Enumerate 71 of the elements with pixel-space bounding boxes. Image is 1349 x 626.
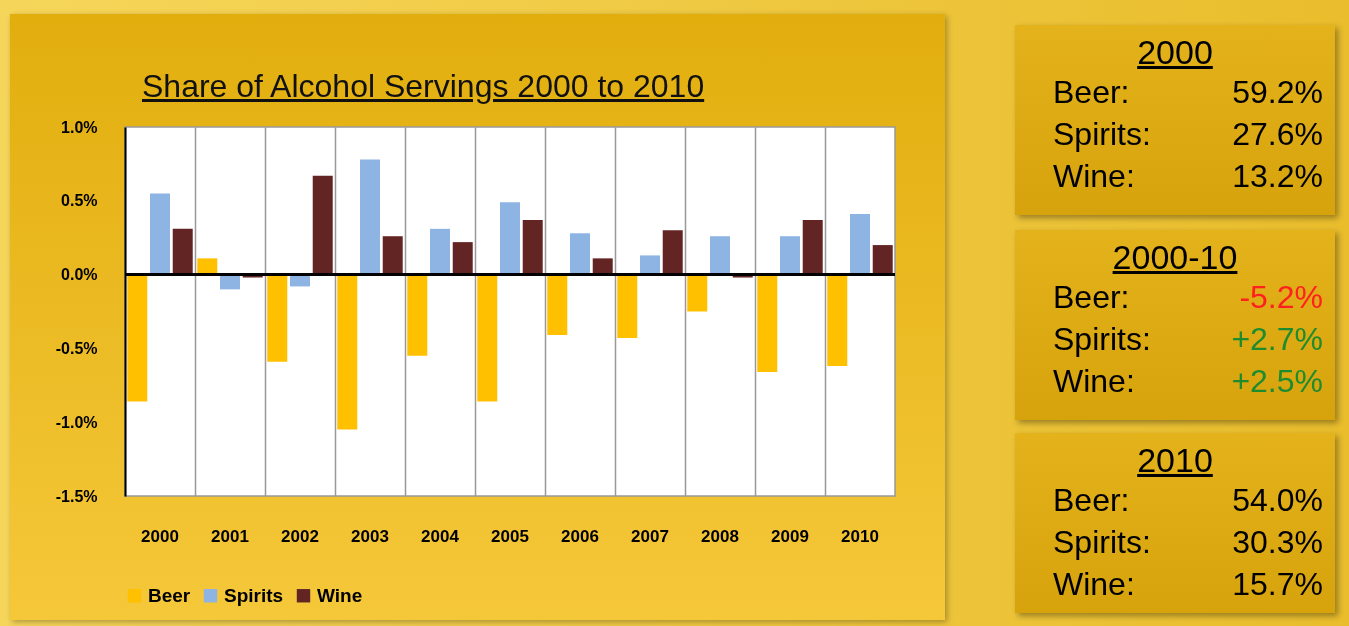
bar bbox=[592, 258, 613, 275]
bar bbox=[312, 175, 333, 275]
text: +2.7% bbox=[1230, 320, 1323, 359]
bar bbox=[407, 274, 428, 356]
bar bbox=[382, 236, 403, 275]
chart-title: Share of Alcohol Servings 2000 to 2010 bbox=[142, 68, 705, 105]
bar bbox=[500, 202, 520, 275]
x-tick-label: 2010 bbox=[841, 526, 879, 546]
bar bbox=[452, 242, 473, 275]
text: Beer: bbox=[1053, 481, 1131, 520]
bar bbox=[477, 274, 498, 402]
text: 54.0% bbox=[1231, 481, 1323, 520]
text: Beer: bbox=[1053, 73, 1131, 112]
bar bbox=[780, 236, 800, 275]
bar bbox=[337, 274, 358, 430]
y-tick-label: -0.5% bbox=[55, 339, 98, 357]
text: 59.2% bbox=[1231, 73, 1323, 112]
text: Wine: bbox=[1053, 362, 1136, 401]
legend-label: Spirits bbox=[224, 584, 284, 606]
bar bbox=[127, 274, 148, 402]
bar bbox=[802, 219, 823, 275]
text: 15.7% bbox=[1231, 565, 1323, 604]
text: +2.5% bbox=[1230, 362, 1323, 401]
text: Wine: bbox=[1053, 565, 1136, 604]
bar bbox=[547, 274, 568, 336]
bar bbox=[617, 274, 638, 339]
x-tick-label: 2000 bbox=[141, 526, 179, 546]
bar bbox=[850, 214, 870, 275]
x-tick-label: 2009 bbox=[771, 526, 809, 546]
text: Spirits: bbox=[1053, 523, 1152, 562]
bar bbox=[150, 193, 170, 275]
bar bbox=[360, 159, 380, 275]
bar bbox=[197, 258, 218, 275]
y-tick-label: 0.5% bbox=[61, 192, 98, 210]
bar bbox=[872, 245, 893, 275]
legend-label: Beer bbox=[148, 584, 191, 606]
bar bbox=[687, 274, 708, 312]
text: Spirits: bbox=[1053, 115, 1152, 154]
y-tick-label: -1.0% bbox=[55, 413, 98, 431]
text: Wine: bbox=[1053, 157, 1136, 196]
bar bbox=[640, 255, 660, 275]
x-tick-label: 2001 bbox=[211, 526, 249, 546]
bar bbox=[662, 230, 683, 275]
y-tick-label: 1.0% bbox=[61, 118, 98, 136]
bar bbox=[522, 219, 543, 275]
text: -5.2% bbox=[1238, 278, 1323, 317]
y-tick-label: -1.5% bbox=[55, 487, 98, 505]
x-tick-label: 2006 bbox=[561, 526, 599, 546]
bar bbox=[757, 274, 778, 373]
x-tick-label: 2004 bbox=[421, 526, 460, 546]
x-tick-label: 2003 bbox=[351, 526, 389, 546]
bar bbox=[827, 274, 848, 367]
x-tick-label: 2007 bbox=[631, 526, 669, 546]
text: 30.3% bbox=[1231, 523, 1323, 562]
text: 2010 bbox=[1136, 441, 1214, 479]
text: 2000 bbox=[1136, 33, 1214, 71]
text: 13.2% bbox=[1231, 157, 1323, 196]
bar bbox=[267, 274, 288, 362]
x-tick-label: 2008 bbox=[701, 526, 739, 546]
text: 27.6% bbox=[1231, 115, 1323, 154]
x-tick-label: 2002 bbox=[281, 526, 319, 546]
bar bbox=[570, 233, 590, 275]
bar bbox=[430, 228, 450, 275]
text: 2000-10 bbox=[1111, 238, 1239, 276]
y-tick-label: 0.0% bbox=[61, 266, 98, 284]
legend-label: Wine bbox=[317, 584, 363, 606]
x-tick-label: 2005 bbox=[491, 526, 529, 546]
bar bbox=[710, 236, 730, 275]
bar bbox=[172, 228, 193, 275]
text: Beer: bbox=[1053, 278, 1131, 317]
text: Spirits: bbox=[1053, 320, 1152, 359]
